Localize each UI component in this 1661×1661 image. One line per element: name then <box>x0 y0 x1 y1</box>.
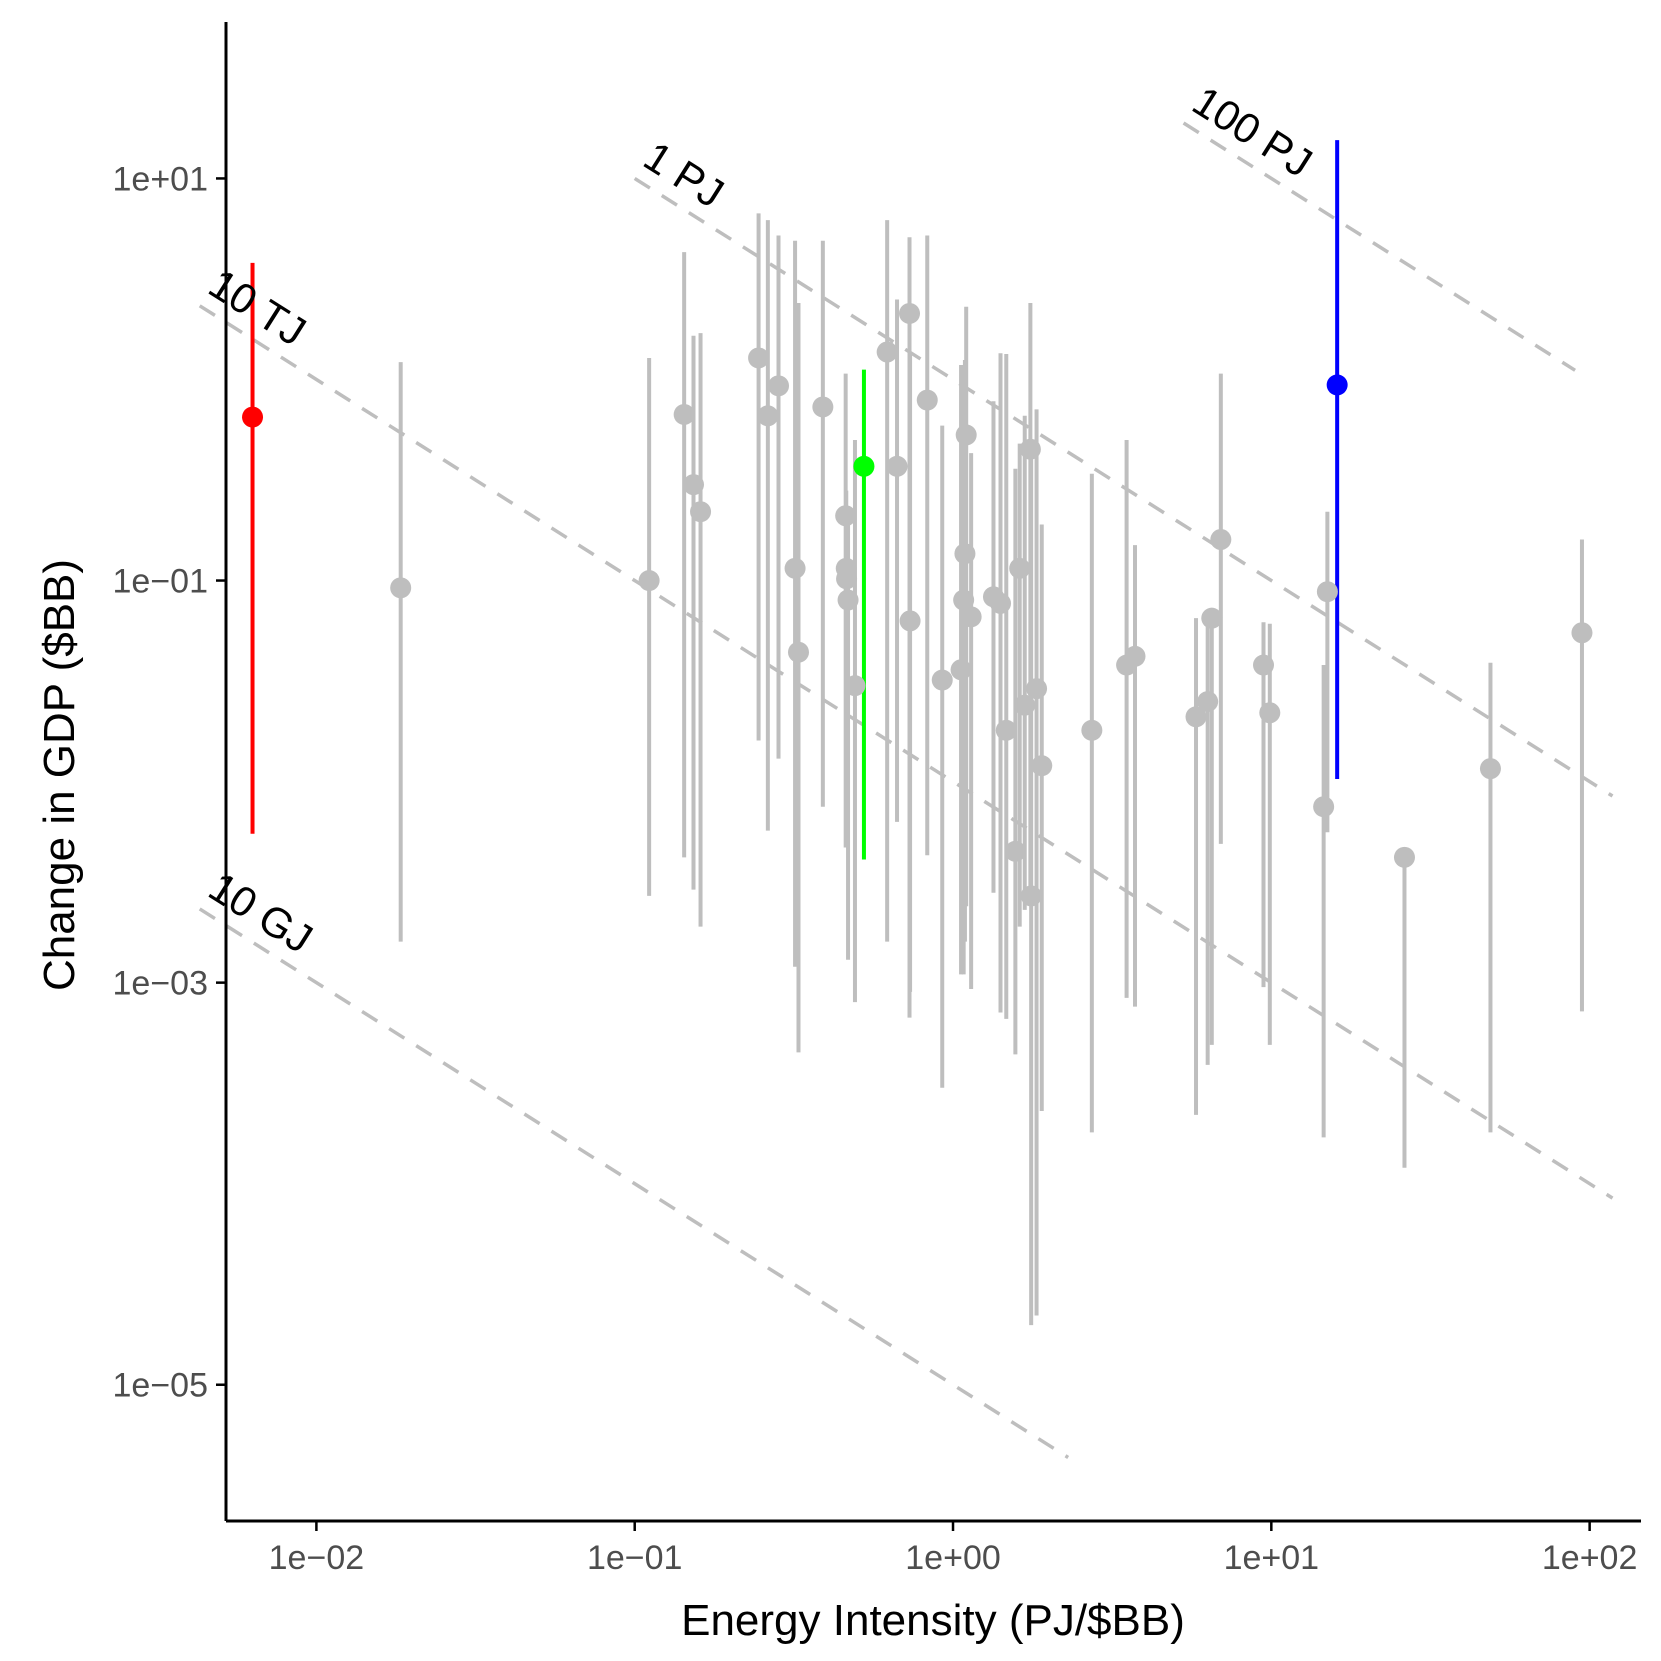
data-point <box>899 610 921 632</box>
data-point <box>995 719 1017 741</box>
data-point-blue <box>1326 374 1348 396</box>
y-tick-label: 1e+01 <box>113 160 209 198</box>
data-point-red <box>242 406 264 428</box>
data-point <box>960 606 982 628</box>
x-tick-label: 1e−02 <box>269 1539 365 1577</box>
data-point <box>1019 438 1041 460</box>
data-point <box>748 347 770 369</box>
x-tick-label: 1e−01 <box>587 1539 683 1577</box>
x-axis: 1e−02 1e−01 1e+00 1e+01 1e+02 Energy Intensi… <box>226 1519 1641 1645</box>
data-point <box>953 589 975 611</box>
data-point <box>1009 557 1031 579</box>
data-point <box>835 505 857 527</box>
data-point <box>1081 719 1103 741</box>
data-point <box>638 570 660 592</box>
error-bars <box>250 140 1584 1326</box>
data-point <box>1571 622 1593 644</box>
data-point <box>812 396 834 418</box>
data-point <box>990 592 1012 614</box>
x-tick-label: 1e+00 <box>905 1539 1001 1577</box>
reference-line <box>198 304 1614 1200</box>
y-tick-label: 1e−01 <box>113 563 209 601</box>
data-point <box>1014 694 1036 716</box>
data-point <box>787 641 809 663</box>
x-tick-label: 1e+02 <box>1542 1539 1638 1577</box>
data-point <box>916 389 938 411</box>
data-points <box>242 302 1593 907</box>
data-point <box>931 669 953 691</box>
data-point <box>899 302 921 324</box>
data-point <box>1185 706 1207 728</box>
reference-lines <box>198 121 1614 1459</box>
data-point <box>1210 529 1232 551</box>
y-axis: 1e−05 1e−03 1e−01 1e+01 Change in GDP ($BB) <box>35 22 228 1521</box>
data-point <box>1201 607 1223 629</box>
data-point <box>784 557 806 579</box>
data-point <box>1031 755 1053 777</box>
data-point <box>690 501 712 523</box>
reference-line-label: 1 PJ <box>636 132 732 217</box>
data-point <box>837 589 859 611</box>
data-point <box>1004 840 1026 862</box>
data-point <box>1316 581 1338 603</box>
data-point <box>1393 846 1415 868</box>
reference-line-label: 100 PJ <box>1185 77 1321 187</box>
data-point <box>886 455 908 477</box>
data-point <box>954 543 976 565</box>
data-point <box>673 403 695 425</box>
data-point <box>1020 885 1042 907</box>
x-axis-title: Energy Intensity (PJ/$BB) <box>681 1596 1185 1645</box>
data-point <box>768 375 790 397</box>
data-point <box>757 405 779 427</box>
data-point <box>390 577 412 599</box>
data-point <box>1259 702 1281 724</box>
reference-line <box>198 907 1070 1459</box>
y-tick-label: 1e−05 <box>113 1367 209 1405</box>
data-point <box>682 474 704 496</box>
y-axis-title: Change in GDP ($BB) <box>35 559 84 991</box>
data-point <box>876 341 898 363</box>
data-point <box>1313 796 1335 818</box>
y-tick-label: 1e−03 <box>113 965 209 1003</box>
data-point-green <box>853 455 875 477</box>
data-point <box>1026 678 1048 700</box>
data-point <box>844 675 866 697</box>
reference-line <box>1182 121 1577 372</box>
data-point <box>955 424 977 446</box>
data-point <box>1124 645 1146 667</box>
data-point <box>836 568 858 590</box>
data-point <box>1479 758 1501 780</box>
x-tick-label: 1e+01 <box>1224 1539 1320 1577</box>
data-point <box>1253 654 1275 676</box>
reference-line <box>633 176 1614 798</box>
data-point <box>1197 691 1219 713</box>
data-point <box>950 659 972 681</box>
